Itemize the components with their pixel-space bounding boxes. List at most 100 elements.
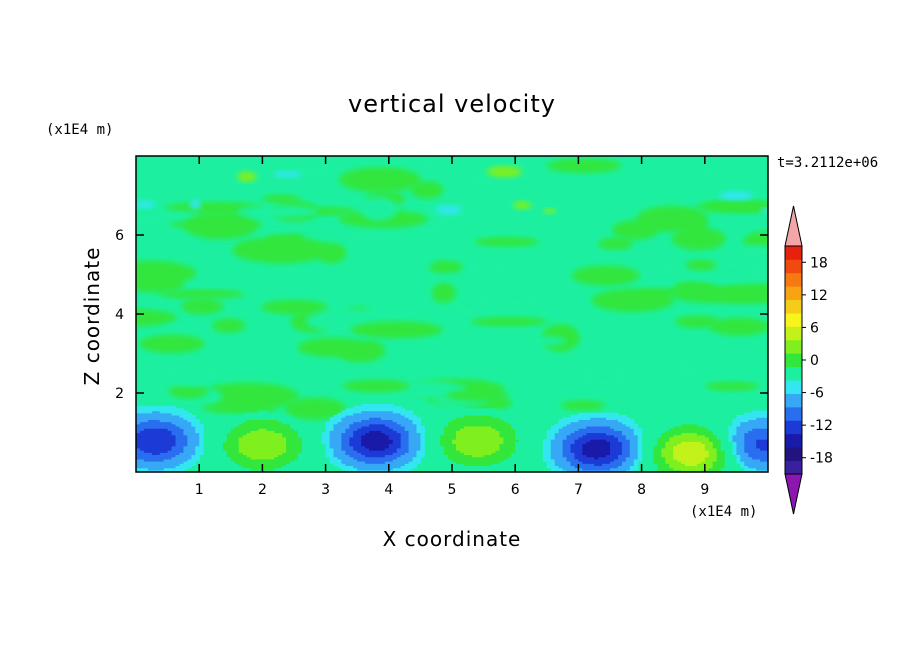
velocity-cell — [388, 421, 394, 425]
velocity-cell — [436, 436, 441, 440]
velocity-cell — [191, 419, 196, 423]
velocity-cell — [384, 452, 390, 456]
velocity-cell — [606, 456, 611, 460]
velocity-cell — [242, 423, 248, 427]
velocity-cell — [467, 456, 473, 460]
velocity-cell — [613, 467, 619, 471]
velocity-cell — [183, 450, 188, 453]
velocity-cell — [278, 463, 283, 467]
velocity-cell — [752, 439, 757, 442]
velocity-cell — [696, 441, 702, 445]
velocity-cell — [191, 428, 196, 431]
velocity-cell — [633, 463, 639, 467]
velocity-cell — [558, 461, 564, 464]
velocity-cell — [392, 428, 398, 431]
velocity-cell — [511, 421, 516, 425]
velocity-cell — [191, 432, 196, 436]
velocity-cell — [661, 456, 666, 460]
velocity-cell — [282, 454, 287, 458]
velocity-cell — [756, 452, 761, 456]
velocity-cell — [380, 419, 386, 423]
velocity-cell — [286, 456, 291, 460]
velocity-cell — [554, 456, 560, 460]
velocity-cell — [175, 465, 181, 469]
velocity-cell — [677, 423, 682, 427]
velocity-cell — [400, 412, 406, 416]
velocity-cell — [266, 461, 271, 464]
velocity-cell — [681, 450, 686, 453]
velocity-cell — [408, 458, 414, 462]
velocity-cell — [692, 432, 698, 436]
velocity-cell — [388, 419, 394, 423]
velocity-cell — [294, 445, 299, 449]
velocity-cell — [345, 423, 350, 427]
velocity-cell — [392, 436, 398, 440]
velocity-cell — [452, 434, 457, 438]
velocity-cell — [230, 439, 236, 442]
velocity-cell — [171, 461, 177, 464]
velocity-cell — [546, 434, 552, 438]
velocity-cell — [491, 425, 497, 429]
velocity-cell — [139, 461, 145, 464]
velocity-cell — [681, 469, 686, 472]
velocity-cell — [159, 430, 165, 434]
velocity-cell — [290, 436, 295, 440]
velocity-cell — [373, 443, 378, 447]
velocity-cell — [467, 454, 473, 458]
velocity-cell — [412, 425, 418, 429]
velocity-cell — [167, 467, 173, 471]
velocity-cell — [602, 428, 607, 431]
velocity-cell — [665, 463, 670, 467]
velocity-cell — [448, 430, 453, 434]
velocity-cell — [562, 439, 568, 442]
velocity-cell — [136, 458, 141, 462]
velocity-cell — [171, 419, 177, 423]
velocity-cell — [226, 447, 232, 451]
velocity-cell — [681, 425, 686, 429]
velocity-cell — [349, 454, 354, 458]
velocity-cell — [400, 469, 406, 472]
velocity-cell — [136, 450, 141, 453]
velocity-cell — [511, 441, 516, 445]
velocity-cell — [440, 450, 445, 453]
velocity-cell — [337, 412, 342, 416]
velocity-cell — [764, 445, 768, 449]
velocity-cell — [752, 450, 757, 453]
velocity-cell — [250, 434, 256, 438]
velocity-cell — [471, 417, 477, 420]
velocity-cell — [625, 436, 631, 440]
velocity-cell — [467, 414, 473, 418]
velocity-cell — [376, 439, 382, 442]
velocity-cell — [396, 428, 402, 431]
velocity-cell — [756, 461, 761, 464]
velocity-cell — [365, 443, 370, 447]
velocity-cell — [554, 443, 560, 447]
velocity-cell — [167, 417, 173, 420]
velocity-cell — [266, 432, 271, 436]
velocity-cell — [621, 428, 627, 431]
velocity-cell — [270, 417, 275, 420]
velocity-cell — [258, 439, 263, 442]
velocity-cell — [171, 445, 177, 449]
velocity-cell — [282, 419, 287, 423]
velocity-cell — [756, 450, 761, 453]
velocity-cell — [491, 441, 497, 445]
field-patch — [157, 289, 246, 299]
velocity-cell — [479, 463, 485, 467]
velocity-cell — [345, 465, 350, 469]
velocity-cell — [357, 417, 362, 420]
velocity-cell — [345, 452, 350, 456]
velocity-cell — [262, 414, 267, 418]
velocity-cell — [440, 434, 445, 438]
velocity-cell — [392, 463, 398, 467]
velocity-cell — [760, 434, 765, 438]
velocity-cell — [373, 469, 378, 472]
velocity-cell — [329, 461, 335, 464]
velocity-cell — [637, 456, 643, 460]
velocity-cell — [380, 414, 386, 418]
velocity-cell — [704, 434, 710, 438]
velocity-cell — [159, 406, 165, 409]
velocity-cell — [416, 421, 421, 425]
velocity-cell — [373, 441, 378, 445]
velocity-cell — [376, 458, 382, 462]
